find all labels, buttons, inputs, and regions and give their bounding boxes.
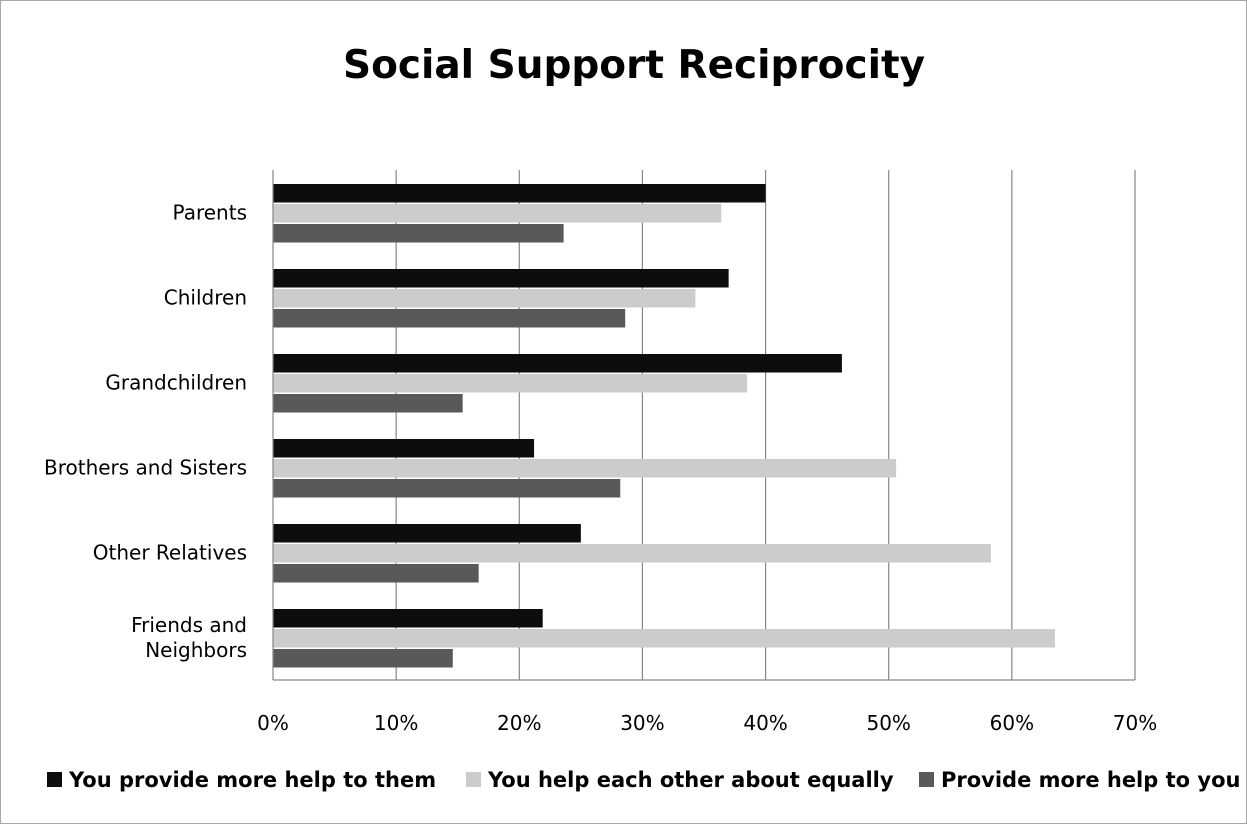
x-tick-label: 0%: [257, 711, 289, 735]
bar: [273, 459, 897, 478]
category-labels: Parents Children Grandchildren Brothers and…: [44, 201, 247, 663]
category-label: Brothers and Sisters: [44, 456, 247, 480]
category-label-line: Parents: [173, 201, 247, 225]
x-tick-label: 60%: [990, 711, 1034, 735]
bar: [273, 524, 581, 543]
legend-label: You help each other about equally: [487, 768, 894, 792]
bar: [273, 184, 766, 203]
category-label-line: Neighbors: [145, 638, 247, 662]
legend-label: Provide more help to you: [941, 768, 1240, 792]
gridlines: [395, 170, 1136, 680]
category-label: Friends and Neighbors: [131, 613, 247, 662]
x-tick-label: 10%: [374, 711, 418, 735]
category-label: Parents: [173, 201, 247, 225]
legend-swatch: [466, 772, 481, 787]
bar: [273, 564, 479, 583]
legend-label: You provide more help to them: [68, 768, 436, 792]
x-tick-label: 20%: [497, 711, 541, 735]
bar: [273, 439, 535, 458]
bar: [273, 394, 463, 413]
category-label-line: Children: [164, 286, 247, 310]
x-tick-label: 40%: [743, 711, 787, 735]
bar: [273, 629, 1055, 648]
x-tick-label: 30%: [620, 711, 664, 735]
bar: [273, 609, 543, 628]
x-tick-label: 70%: [1113, 711, 1157, 735]
category-label-line: Other Relatives: [93, 541, 247, 565]
bar: [273, 374, 748, 393]
category-label-line: Brothers and Sisters: [44, 456, 247, 480]
category-label-line: Friends and: [131, 613, 247, 637]
tick-labels: 0% 10% 20% 30% 40% 50% 60% 70%: [257, 711, 1157, 735]
category-label-line: Grandchildren: [105, 371, 247, 395]
bar: [273, 224, 564, 243]
category-label: Grandchildren: [105, 371, 247, 395]
legend-swatch: [919, 772, 934, 787]
bars: [273, 184, 1055, 668]
legend: You provide more help to them You help ea…: [47, 768, 1240, 792]
axes: [272, 170, 1135, 681]
bar: [273, 289, 696, 308]
bar: [273, 269, 729, 288]
bar: [273, 204, 722, 223]
bar: [273, 354, 842, 373]
chart-title: Social Support Reciprocity: [343, 43, 925, 88]
category-label: Children: [164, 286, 247, 310]
bar: [273, 544, 991, 563]
bar: [273, 479, 621, 498]
legend-swatch: [47, 772, 62, 787]
bar: [273, 649, 453, 668]
category-label: Other Relatives: [93, 541, 247, 565]
bar: [273, 309, 626, 328]
x-tick-label: 50%: [866, 711, 910, 735]
